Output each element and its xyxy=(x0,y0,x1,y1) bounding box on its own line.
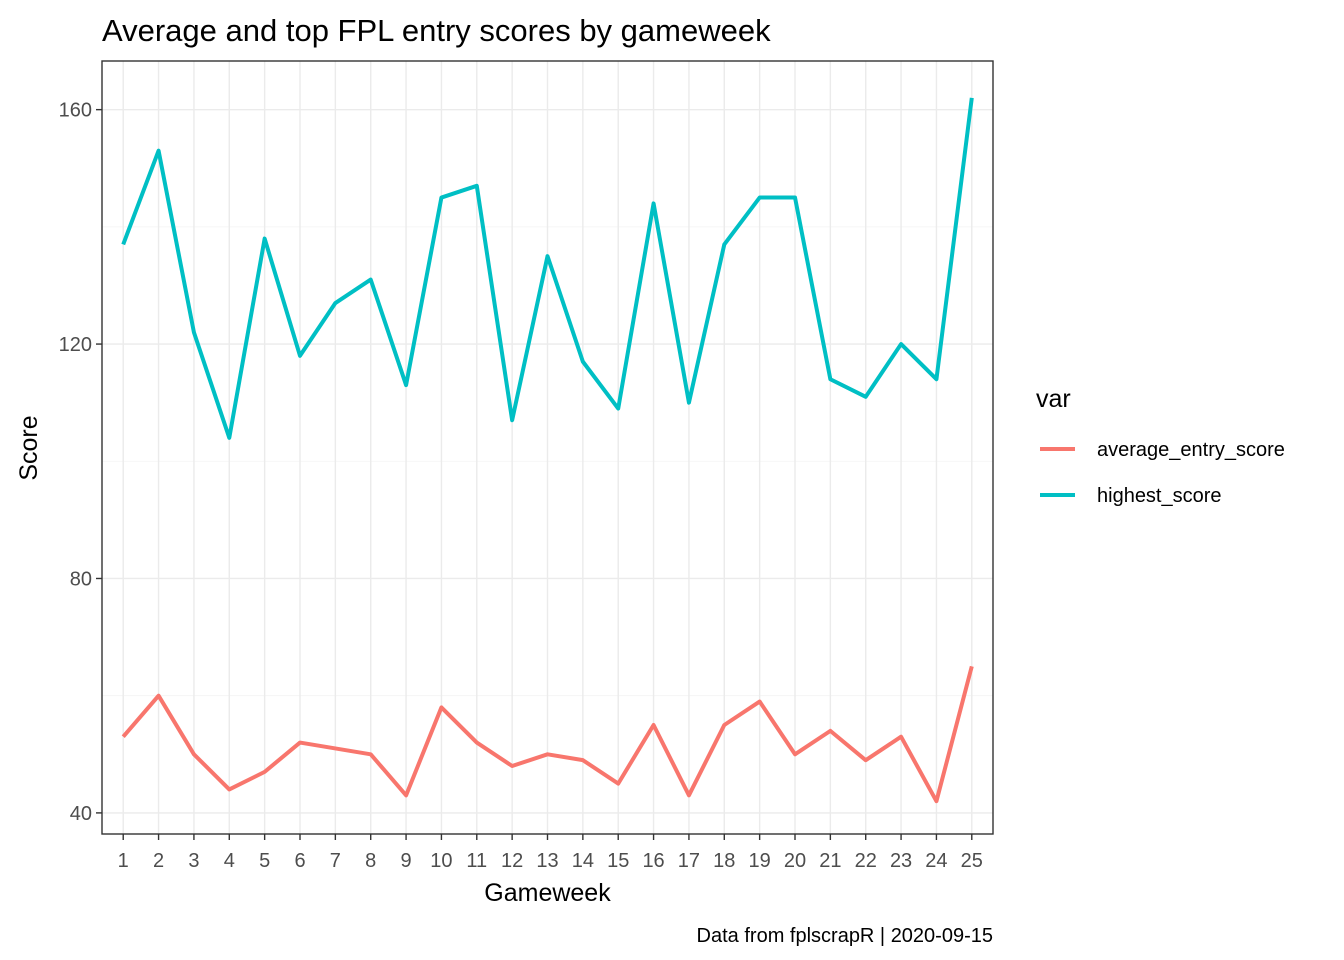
x-axis-title: Gameweek xyxy=(484,879,611,907)
x-tick-label: 19 xyxy=(749,850,771,872)
x-tick-label: 5 xyxy=(259,850,270,872)
legend-title: var xyxy=(1036,385,1071,413)
x-tick-label: 12 xyxy=(501,850,523,872)
x-tick-label: 2 xyxy=(153,850,164,872)
legend: average_entry_score highest_score xyxy=(1040,439,1285,507)
x-tick-label: 20 xyxy=(784,850,806,872)
x-tick-label: 18 xyxy=(713,850,735,872)
x-tick-label: 3 xyxy=(188,850,199,872)
caption: Data from fplscrapR | 2020-09-15 xyxy=(697,925,993,947)
x-tick-label: 4 xyxy=(224,850,235,872)
legend-label-average_entry_score: average_entry_score xyxy=(1097,439,1285,461)
x-tick-label: 21 xyxy=(819,850,841,872)
chart-title: Average and top FPL entry scores by game… xyxy=(102,13,771,48)
x-tick-label: 1 xyxy=(118,850,129,872)
x-tick-label: 22 xyxy=(855,850,877,872)
x-tick-label: 11 xyxy=(466,850,487,872)
x-tick-label: 6 xyxy=(294,850,305,872)
y-tick-label: 40 xyxy=(70,803,92,825)
x-tick-label: 9 xyxy=(401,850,412,872)
x-tick-label: 10 xyxy=(430,850,452,872)
x-tick-label: 13 xyxy=(536,850,558,872)
x-tick-label: 7 xyxy=(330,850,341,872)
x-tick-label: 25 xyxy=(961,850,983,872)
x-tick-label: 8 xyxy=(365,850,376,872)
x-tick-label: 24 xyxy=(925,850,947,872)
y-tick-label: 120 xyxy=(59,334,92,356)
x-tick-label: 16 xyxy=(642,850,664,872)
x-tick-label: 14 xyxy=(572,850,594,872)
y-axis-title: Score xyxy=(15,415,43,480)
series-lines xyxy=(121,97,974,804)
grid xyxy=(102,61,993,834)
series-line-highest_score xyxy=(121,97,974,440)
legend-label-highest_score: highest_score xyxy=(1097,485,1222,507)
y-tick-label: 160 xyxy=(59,100,92,122)
x-tick-label: 23 xyxy=(890,850,912,872)
series-line-average_entry_score xyxy=(121,665,974,804)
x-tick-label: 15 xyxy=(607,850,629,872)
x-tick-label: 17 xyxy=(678,850,700,872)
y-tick-label: 80 xyxy=(70,568,92,590)
